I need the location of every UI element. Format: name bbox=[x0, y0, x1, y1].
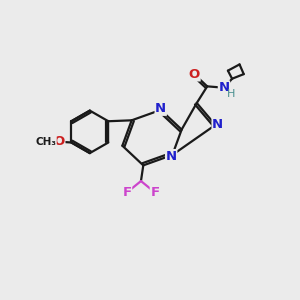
Text: O: O bbox=[189, 68, 200, 81]
Text: N: N bbox=[166, 150, 177, 163]
Text: F: F bbox=[122, 186, 132, 199]
Text: F: F bbox=[150, 186, 160, 199]
Text: CH₃: CH₃ bbox=[35, 137, 56, 147]
Text: O: O bbox=[54, 135, 65, 148]
Text: N: N bbox=[155, 102, 166, 115]
Text: N: N bbox=[218, 81, 230, 94]
Text: H: H bbox=[227, 89, 235, 99]
Text: N: N bbox=[212, 118, 223, 131]
